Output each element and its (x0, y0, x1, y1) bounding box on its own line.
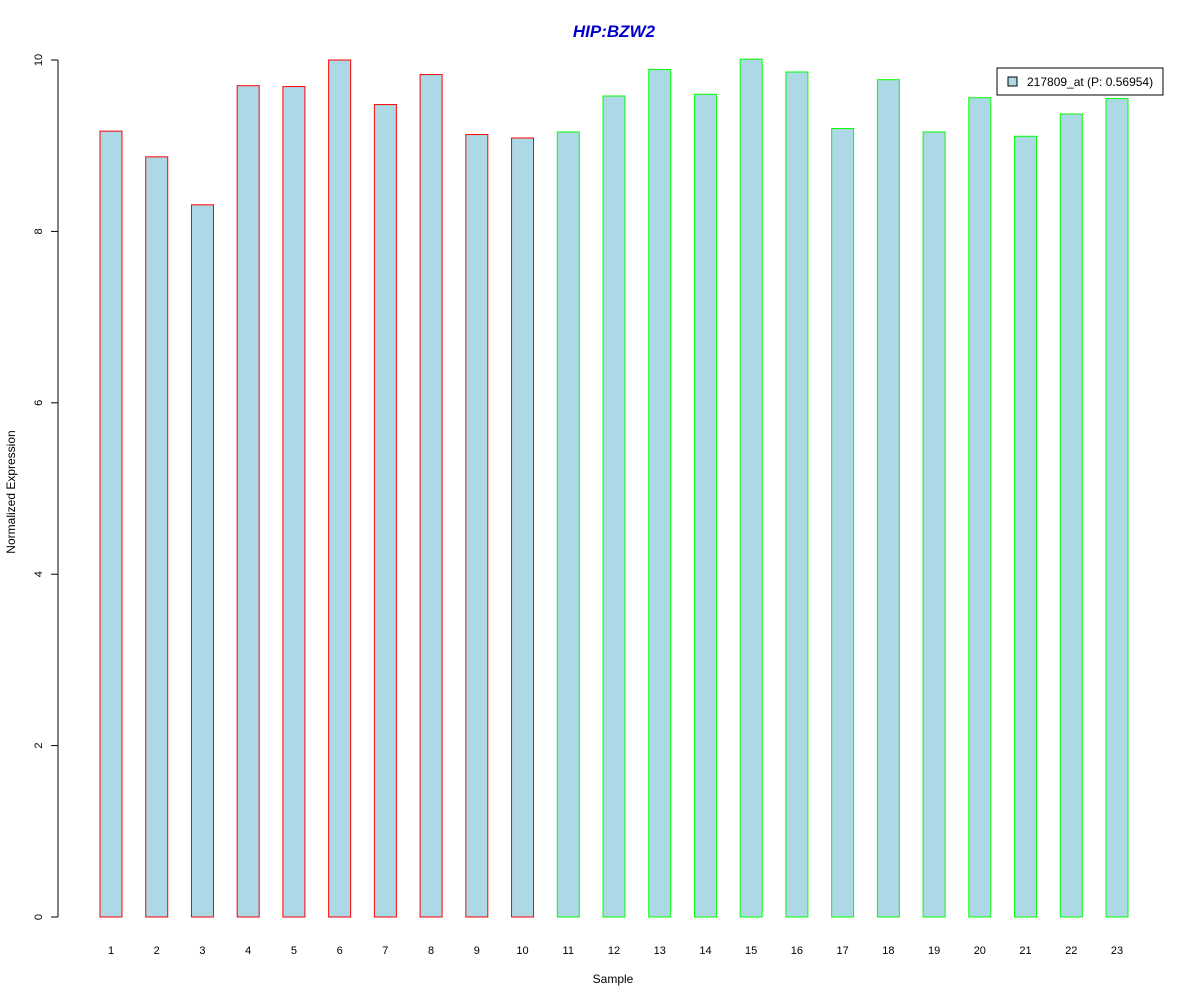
x-tick-label: 13 (654, 945, 666, 957)
x-tick-label: 15 (745, 945, 757, 957)
x-tick-label: 21 (1019, 945, 1031, 957)
y-tick-label: 2 (33, 743, 45, 749)
x-tick-label: 12 (608, 945, 620, 957)
bar-sample-18 (876, 79, 900, 918)
bar-sample-15 (739, 58, 763, 918)
x-tick-label: 17 (837, 945, 849, 957)
bar-sample-11 (556, 131, 580, 918)
x-tick-label: 19 (928, 945, 940, 957)
legend-swatch (1007, 76, 1018, 87)
x-tick-label: 23 (1111, 945, 1123, 957)
bar-sample-1 (99, 130, 123, 918)
chart-title: HIP:BZW2 (573, 22, 656, 41)
bar-sample-8 (419, 74, 443, 918)
y-axis-label: Normalized Expression (4, 430, 18, 553)
x-tick-label: 2 (154, 945, 160, 957)
bar-sample-22 (1059, 113, 1083, 918)
y-tick-label: 4 (33, 571, 45, 577)
legend-label: 217809_at (P: 0.56954) (1027, 75, 1153, 89)
bar-sample-4 (236, 85, 260, 918)
legend: 217809_at (P: 0.56954) (996, 67, 1164, 96)
bar-sample-5 (282, 86, 306, 918)
bar-sample-19 (922, 131, 946, 918)
bar-sample-23 (1105, 98, 1129, 918)
y-tick-label: 6 (33, 400, 45, 406)
bar-sample-9 (465, 134, 489, 918)
bar-sample-17 (831, 128, 855, 918)
y-tick-label: 8 (33, 228, 45, 234)
bars-group (99, 58, 1129, 918)
bar-sample-7 (373, 104, 397, 918)
x-axis-label: Sample (593, 972, 634, 986)
bar-sample-3 (190, 204, 214, 918)
bar-sample-20 (968, 97, 992, 918)
x-tick-label: 7 (382, 945, 388, 957)
x-tick-label: 9 (474, 945, 480, 957)
x-tick-label: 18 (882, 945, 894, 957)
bar-sample-12 (602, 95, 626, 918)
x-tick-label: 11 (563, 945, 574, 957)
bar-sample-10 (511, 137, 535, 918)
x-tick-label: 6 (337, 945, 343, 957)
bar-sample-13 (648, 68, 672, 918)
x-tick-label: 3 (199, 945, 205, 957)
x-tick-label: 10 (516, 945, 528, 957)
y-axis: 0 2 4 6 8 10 (33, 54, 59, 920)
legend-box (996, 67, 1164, 96)
x-tick-label: 1 (108, 945, 114, 957)
x-tick-labels: 1 2 3 4 5 6 7 8 9 10 11 12 13 14 15 16 17 18 19 20 21 22 23 (108, 945, 1123, 957)
y-tick-label: 0 (33, 914, 45, 920)
bar-sample-14 (693, 93, 717, 918)
bar-sample-6 (328, 59, 352, 918)
bar-sample-16 (785, 71, 809, 918)
x-tick-label: 8 (428, 945, 434, 957)
x-tick-label: 14 (699, 945, 711, 957)
bar-sample-21 (1014, 135, 1038, 918)
x-tick-label: 4 (245, 945, 251, 957)
x-tick-label: 16 (791, 945, 803, 957)
x-tick-label: 22 (1065, 945, 1077, 957)
x-tick-label: 20 (974, 945, 986, 957)
y-tick-label: 10 (33, 54, 45, 66)
x-tick-label: 5 (291, 945, 297, 957)
bar-sample-2 (145, 156, 169, 918)
